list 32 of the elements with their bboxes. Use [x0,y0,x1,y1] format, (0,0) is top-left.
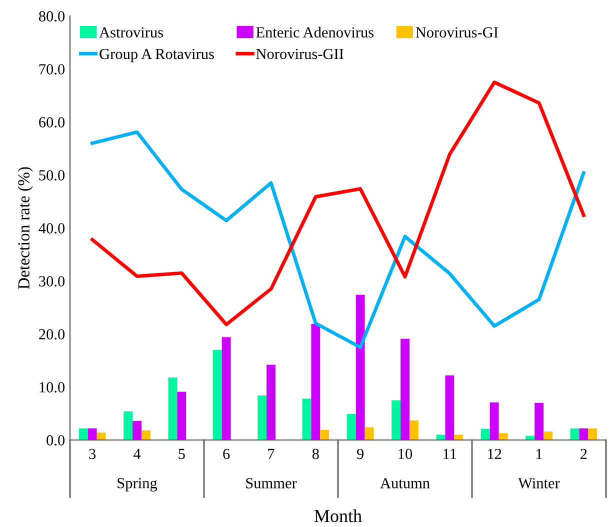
y-tick-label: 10.0 [40,382,65,393]
x-tick-label: 3 [89,448,96,460]
x-tick-label: 12 [488,448,502,459]
text: Summer [246,478,297,488]
y-axis-title: Detection rate (%) [18,167,33,290]
y-tick-label: 30.0 [39,276,65,287]
x-tick-label: 9 [357,448,364,460]
x-tick-label: 8 [312,448,319,460]
y-tick-label: 0.0 [46,435,65,446]
x-tick-label: 11 [444,448,456,459]
x-tick-label: 5 [178,448,185,460]
y-tick-label: 40.0 [38,223,65,234]
text: Autumn [380,478,430,488]
legend-label: Norovirus-GII [256,48,344,60]
y-tick-label: 70.0 [39,64,65,75]
text: Winter [518,478,560,488]
legend-label: Astrovirus [99,27,163,38]
text: Spring [118,478,158,492]
x-tick-label: 6 [223,448,230,460]
x-tick-label: 4 [133,448,141,459]
y-tick-label: 60.0 [39,117,65,128]
x-tick-label: 2 [580,448,587,459]
y-tick-label: 80.0 [38,11,65,22]
legend-label: Norovirus-GI [416,27,498,38]
y-tick-label: 20.0 [39,329,65,340]
x-axis-title: Month [314,509,362,522]
x-tick-label: 1 [536,448,542,459]
legend-label: Enteric Adenovirus [256,26,374,38]
x-tick-label: 10 [398,448,412,460]
y-tick-label: 50.0 [39,170,65,181]
legend-label: Group A Rotavirus [100,48,214,62]
x-tick-label: 7 [268,448,274,459]
